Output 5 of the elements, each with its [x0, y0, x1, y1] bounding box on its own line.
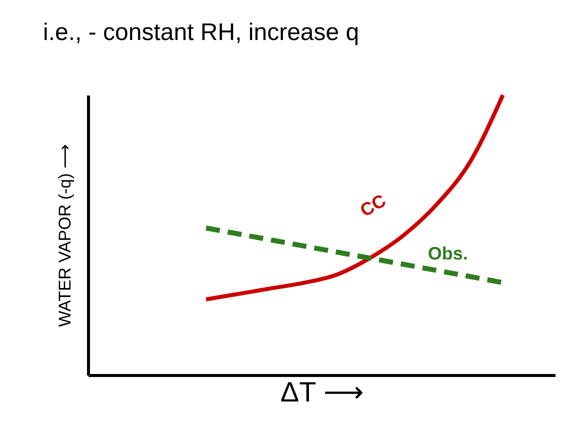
chart-title: i.e., - constant RH, increase q [43, 19, 360, 46]
x-axis-title: ΔT ⟶ [280, 376, 364, 408]
series-label: Obs. [428, 244, 468, 264]
y-axis-title: WATER VAPOR (-q) ⟶ [56, 144, 74, 327]
text: CC [356, 190, 390, 221]
